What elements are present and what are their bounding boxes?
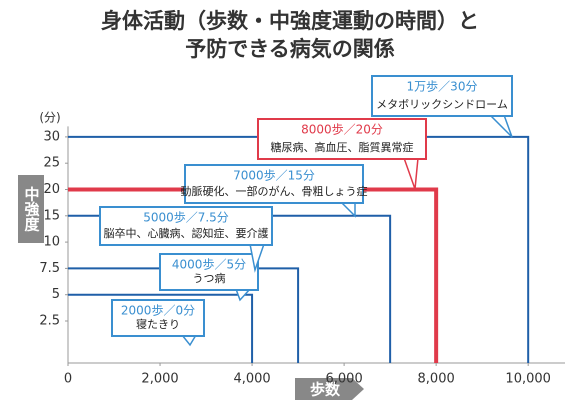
y-tick-label: 25 bbox=[43, 156, 60, 171]
threshold-line bbox=[68, 293, 254, 363]
callout-title: 5000歩／7.5分 bbox=[143, 210, 229, 225]
callout-box bbox=[184, 164, 364, 204]
x-label-box bbox=[295, 378, 364, 400]
threshold-line bbox=[68, 135, 530, 363]
x-tick-label: 8,000 bbox=[418, 372, 455, 387]
callout-box bbox=[257, 118, 427, 160]
callout-title: 7000歩／15分 bbox=[233, 168, 315, 183]
x-tick-label: 4,000 bbox=[233, 372, 270, 387]
y-tick-label: 2.5 bbox=[39, 314, 60, 329]
callout-title: 2000歩／0分 bbox=[121, 303, 195, 318]
y-tick-label: 30 bbox=[43, 129, 60, 144]
y-unit: (分) bbox=[39, 111, 60, 125]
y-tick-label: 20 bbox=[43, 182, 60, 197]
y-tick-label: 10 bbox=[43, 235, 60, 250]
callout-text: 脳卒中、心臓病、認知症、要介護 bbox=[104, 226, 269, 240]
callout-text: メタボリックシンドローム bbox=[376, 98, 508, 111]
y-label-box bbox=[18, 175, 44, 243]
y-tick-label: 15 bbox=[43, 208, 60, 223]
x-axis-label: 歩数 bbox=[310, 381, 341, 399]
callout-box bbox=[159, 253, 259, 291]
callout-title: 1万歩／30分 bbox=[407, 79, 478, 94]
x-tick-label: 2,000 bbox=[141, 372, 178, 387]
callout-text: 寝たきり bbox=[136, 317, 180, 331]
x-tick-label: 10,000 bbox=[505, 372, 551, 387]
y-tick-label: 5 bbox=[52, 287, 60, 302]
y-tick-label: 7.5 bbox=[39, 261, 60, 276]
callout-title: 4000歩／5分 bbox=[172, 257, 246, 272]
x-tick-label: 0 bbox=[64, 372, 72, 387]
callout-box bbox=[111, 299, 205, 337]
callout-title: 8000歩／20分 bbox=[301, 122, 383, 137]
callout-text: うつ病 bbox=[193, 271, 226, 285]
callout-pointer bbox=[339, 201, 356, 218]
callout-box bbox=[371, 75, 513, 117]
chart-title: 予防できる病気の関係 bbox=[185, 37, 395, 61]
y-axis-label: 中強度 bbox=[23, 186, 41, 233]
callout-pointer bbox=[488, 114, 513, 138]
callout-box bbox=[99, 206, 273, 246]
x-tick-label: 6,000 bbox=[326, 372, 363, 387]
chart-title: 身体活動（歩数・中強度運動の時間）と bbox=[101, 9, 479, 33]
callout-text: 糖尿病、高血圧、脂質異常症 bbox=[271, 140, 414, 154]
callout-text: 動脈硬化、一部のがん、骨粗しょう症 bbox=[181, 184, 368, 198]
callout-pointer bbox=[402, 157, 419, 190]
threshold-line bbox=[68, 267, 300, 363]
